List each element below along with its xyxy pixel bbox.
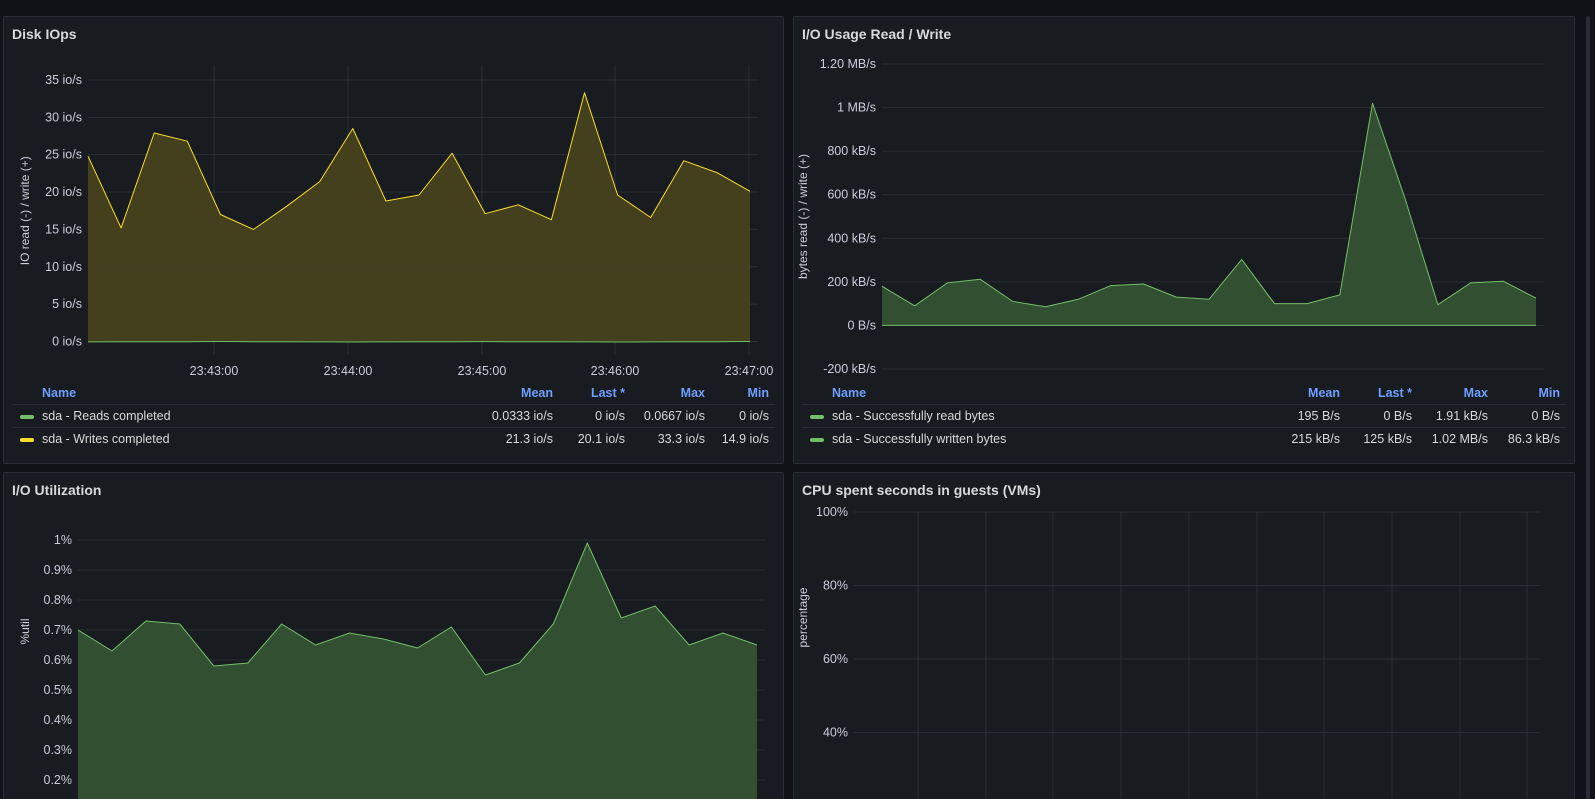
legend-last: 0 B/s (1346, 404, 1418, 428)
legend-mean: 21.3 io/s (469, 427, 559, 450)
y-tick-label: -200 kB/s (823, 362, 876, 376)
legend-io-usage: Name Mean Last * Max Min sda - Successfu… (802, 386, 1566, 450)
legend-max: 33.3 io/s (631, 427, 711, 450)
chart-io-utilization: 0.2% 0.3% 0.4% 0.5% 0.6% 0.7% 0.8% 0.9% 1% %util (18, 533, 765, 799)
y-tick-label: 200 kB/s (827, 275, 876, 289)
y-tick-label: 20 io/s (45, 185, 82, 199)
legend-header-last[interactable]: Last * (590, 386, 625, 400)
series-line (87, 341, 751, 343)
y-tick-label: 10 io/s (45, 260, 82, 274)
panel-title: CPU spent seconds in guests (VMs) (802, 482, 1041, 498)
y-tick-label: 1% (54, 533, 72, 547)
legend-min: 86.3 kB/s (1494, 427, 1566, 450)
y-tick-label: 0.2% (44, 773, 73, 787)
panel-title: I/O Usage Read / Write (802, 26, 952, 42)
chart-cpu-guests: 20%40%60%80%100%percentage (796, 505, 1540, 799)
y-axis-label: bytes read (-) / write (+) (796, 154, 810, 279)
x-tick-label: 23:43:00 (190, 364, 239, 378)
series-area-fill (88, 92, 750, 342)
top-bar (0, 0, 1595, 16)
legend-row[interactable]: sda - Reads completed 0.0333 io/s 0 io/s… (12, 404, 775, 428)
legend-max: 1.02 MB/s (1418, 427, 1494, 450)
series-line (881, 102, 1537, 308)
panel-disk-iops[interactable]: 0 io/s 5 io/s 10 io/s 15 io/s 20 io/s 25 io/s… (3, 16, 784, 464)
y-tick-label: 0.5% (44, 683, 73, 697)
series-area-fill (78, 543, 757, 799)
x-tick-label: 23:45:00 (458, 364, 507, 378)
y-tick-label: 1.20 MB/s (820, 57, 876, 71)
y-tick-label: 80% (823, 579, 848, 593)
y-tick-label: 5 io/s (52, 297, 82, 311)
legend-mean: 195 B/s (1266, 404, 1346, 428)
y-tick-label: 800 kB/s (827, 144, 876, 158)
y-tick-label: 0.3% (44, 743, 73, 757)
legend-header-mean[interactable]: Mean (521, 386, 553, 400)
legend-header-max[interactable]: Max (1463, 386, 1488, 400)
x-tick-label: 23:47:00 (725, 364, 774, 378)
legend-series-name: sda - Writes completed (42, 432, 170, 446)
legend-series-name: sda - Successfully written bytes (832, 432, 1007, 446)
y-tick-label: 0 B/s (848, 318, 877, 332)
y-axis-label: IO read (-) / write (+) (18, 156, 32, 265)
chart-disk-iops: 0 io/s 5 io/s 10 io/s 15 io/s 20 io/s 25 io/s… (18, 65, 774, 378)
legend-min: 0 io/s (711, 404, 775, 428)
legend-last: 0 io/s (559, 404, 631, 428)
series-color-swatch (810, 437, 824, 442)
panel-title: I/O Utilization (12, 482, 102, 498)
legend-header-min[interactable]: Min (1538, 386, 1560, 400)
series-color-swatch (810, 414, 824, 419)
legend-header-mean[interactable]: Mean (1308, 386, 1340, 400)
y-tick-label: 60% (823, 652, 848, 666)
legend-header-max[interactable]: Max (680, 386, 705, 400)
panel-io-usage[interactable]: -200 kB/s 0 B/s 200 kB/s 400 kB/s 600 kB/s 80… (793, 16, 1575, 464)
series-line (87, 92, 751, 230)
y-tick-label: 35 io/s (45, 73, 82, 87)
panel-cpu-guests[interactable]: 20%40%60%80%100%percentage CPU spent sec… (793, 472, 1575, 799)
legend-disk-iops: Name Mean Last * Max Min sda - Reads com… (12, 386, 775, 450)
legend-row[interactable]: sda - Writes completed 21.3 io/s 20.1 io… (12, 427, 775, 450)
y-axis-label: percentage (796, 587, 810, 647)
page-scrollbar[interactable] (1586, 16, 1590, 799)
y-tick-label: 600 kB/s (827, 188, 876, 202)
legend-header-last[interactable]: Last * (1377, 386, 1412, 400)
legend-min: 0 B/s (1494, 404, 1566, 428)
legend-row[interactable]: sda - Successfully read bytes 195 B/s 0 … (802, 404, 1566, 428)
chart-io-usage: -200 kB/s 0 B/s 200 kB/s 400 kB/s 600 kB/s 80… (796, 57, 1544, 376)
legend-min: 14.9 io/s (711, 427, 775, 450)
legend-header-name[interactable]: Name (42, 386, 77, 400)
y-tick-label: 15 io/s (45, 222, 82, 236)
legend-max: 1.91 kB/s (1418, 404, 1494, 428)
legend-row[interactable]: sda - Successfully written bytes 215 kB/… (802, 427, 1566, 450)
series-line (77, 542, 758, 676)
legend-last: 20.1 io/s (559, 427, 631, 450)
y-tick-label: 0.6% (44, 653, 73, 667)
y-tick-label: 1 MB/s (837, 101, 876, 115)
y-tick-label: 0.9% (44, 563, 73, 577)
legend-last: 125 kB/s (1346, 427, 1418, 450)
legend-mean: 0.0333 io/s (469, 404, 559, 428)
panel-io-utilization[interactable]: 0.2% 0.3% 0.4% 0.5% 0.6% 0.7% 0.8% 0.9% 1% %util … (3, 472, 784, 799)
x-tick-label: 23:46:00 (591, 364, 640, 378)
y-tick-label: 25 io/s (45, 148, 82, 162)
y-tick-label: 400 kB/s (827, 231, 876, 245)
x-tick-label: 23:44:00 (324, 364, 373, 378)
legend-header-min[interactable]: Min (747, 386, 769, 400)
y-tick-label: 0.4% (44, 713, 73, 727)
legend-header-name[interactable]: Name (832, 386, 867, 400)
y-tick-label: 40% (823, 726, 848, 740)
legend-mean: 215 kB/s (1266, 427, 1346, 450)
panel-title: Disk IOps (12, 26, 77, 42)
legend-max: 0.0667 io/s (631, 404, 711, 428)
y-tick-label: 0 io/s (52, 335, 82, 349)
legend-series-name: sda - Reads completed (42, 409, 171, 423)
series-color-swatch (20, 414, 34, 419)
series-area-fill (882, 103, 1536, 326)
y-tick-label: 0.7% (44, 623, 73, 637)
y-axis-label: %util (18, 618, 32, 644)
y-tick-label: 0.8% (44, 593, 73, 607)
legend-series-name: sda - Successfully read bytes (832, 409, 995, 423)
y-tick-label: 30 io/s (45, 110, 82, 124)
y-tick-label: 100% (816, 505, 848, 519)
series-color-swatch (20, 437, 34, 442)
